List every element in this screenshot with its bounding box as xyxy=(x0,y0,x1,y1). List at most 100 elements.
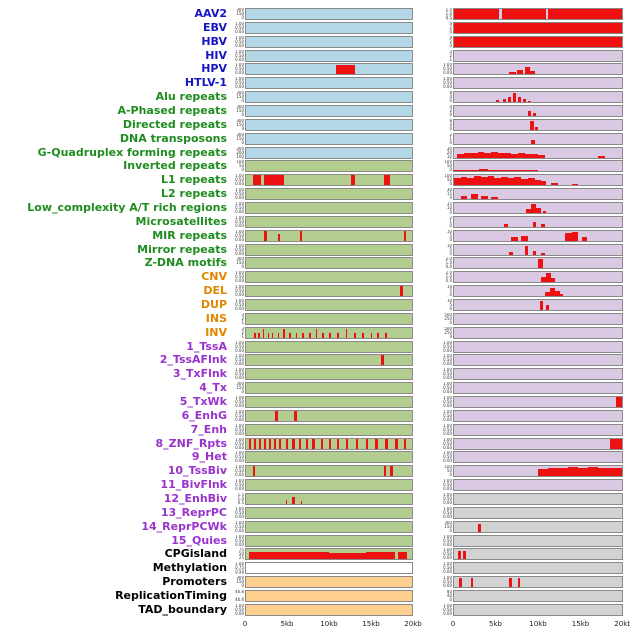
y-tick-label: 0.50 xyxy=(443,343,452,349)
x-tick-label: 20kb xyxy=(614,619,630,628)
y-tick-label: 0 xyxy=(449,250,452,256)
y-tick-label: 0.00 xyxy=(235,430,244,436)
y-tick-label: 1.00 xyxy=(235,451,244,456)
left-track-panel xyxy=(245,548,413,561)
track-row: MIR repeats 1.00 0.50 0.00 10 5 0 xyxy=(0,229,630,243)
data-bar xyxy=(496,100,500,103)
data-bar xyxy=(487,175,495,186)
track-row: Mirror repeats 1.00 0.50 0.00 10 5 0 xyxy=(0,243,630,257)
right-track-panel xyxy=(453,229,623,242)
y-tick-label: 1.00 xyxy=(235,395,244,400)
left-panel-group: 1.00 0.50 0.00 xyxy=(230,62,413,76)
left-track-panel xyxy=(245,63,413,76)
y-axis-ticks: 1.00 0.50 0.00 xyxy=(230,174,245,186)
track-label: CNV xyxy=(201,271,227,284)
right-panel-group: 1.00 0.50 0.00 xyxy=(413,437,623,451)
y-tick-label: 0.50 xyxy=(443,398,452,404)
y-axis-ticks: 1.00 0.50 0.00 xyxy=(230,341,245,353)
data-bar xyxy=(501,176,508,186)
right-panel-group: 1.00 0.50 0.00 xyxy=(413,367,623,381)
y-tick-label: 0.00 xyxy=(443,555,452,561)
data-bar xyxy=(381,355,384,366)
y-tick-label: 4 xyxy=(449,121,452,127)
right-track-panel xyxy=(453,188,623,201)
y-tick-label: 0.00 xyxy=(443,500,452,505)
left-panel-group: 1.00 0.50 0.00 xyxy=(230,367,413,381)
data-bar xyxy=(305,438,308,449)
y-axis-ticks: 1.00 0.50 0.00 xyxy=(230,438,245,450)
y-axis-ticks: 1.00 0.50 0.00 xyxy=(230,507,245,519)
data-bar xyxy=(283,328,285,338)
y-axis-ticks: 100 50 0 xyxy=(413,160,453,172)
left-panel-group: 1.00 0.50 0.00 xyxy=(230,603,413,617)
data-bar xyxy=(454,177,461,186)
y-tick-label: 10 xyxy=(446,298,452,303)
y-tick-label: 4 xyxy=(449,104,452,109)
right-panel-group: 1.00 0.50 0.00 xyxy=(413,548,623,562)
left-panel-group: 1.00 0.50 0.00 xyxy=(230,21,413,35)
data-bar xyxy=(578,467,589,477)
track-row: ReplicationTiming 46.8 46.6 80 40 0 xyxy=(0,589,630,603)
data-bar xyxy=(527,110,532,116)
y-tick-label: 0.50 xyxy=(235,569,244,575)
data-bar xyxy=(512,93,517,103)
left-panel-group: 1.00 0.50 0.00 xyxy=(230,464,413,478)
y-tick-label: 0.00 xyxy=(443,416,452,422)
data-bar xyxy=(480,177,488,186)
left-track-panel xyxy=(245,215,413,228)
y-tick-label: 2 xyxy=(449,52,452,58)
y-tick-label: 0.00 xyxy=(235,361,244,367)
y-tick-label: 150 xyxy=(236,94,244,100)
data-bar xyxy=(337,333,339,338)
y-axis-ticks: 300 150 0 xyxy=(230,119,245,131)
y-tick-label: 0 xyxy=(241,167,244,173)
data-bar xyxy=(470,578,474,588)
y-tick-label: 0.00 xyxy=(235,402,244,408)
track-label: DUP xyxy=(200,298,227,311)
data-bar xyxy=(454,36,622,47)
y-axis-ticks: 1.00 0.50 0.00 xyxy=(230,22,245,34)
y-axis-ticks: 3002001000 xyxy=(230,147,245,159)
data-bar xyxy=(295,333,298,338)
track-row: 2_TssAFlnk 1.00 0.50 0.00 1.00 0.50 0.00 xyxy=(0,353,630,367)
track-row: 4_Tx 300 150 0 1.00 0.50 0.00 xyxy=(0,381,630,395)
y-tick-label: 1.00 xyxy=(235,534,244,539)
right-panel-group: 30 15 0 xyxy=(413,187,623,201)
y-axis-ticks: 1.00 0.50 0.00 xyxy=(230,50,245,62)
y-axis-ticks: 80 40 0 xyxy=(413,590,453,602)
track-row: HPV 1.00 0.50 0.00 1.00 0.50 0.00 xyxy=(0,62,630,76)
data-bar xyxy=(345,438,348,449)
data-bar xyxy=(362,333,364,338)
y-tick-label: 75 xyxy=(238,548,244,553)
data-bar xyxy=(254,438,257,449)
left-panel-group: 1.00 0.50 0.00 xyxy=(230,520,413,534)
data-bar xyxy=(478,523,481,532)
data-bar xyxy=(545,305,549,310)
y-tick-label: 5 xyxy=(449,208,452,214)
track-label: Alu repeats xyxy=(155,91,227,104)
y-tick-label: 300 xyxy=(236,257,244,262)
data-bar xyxy=(538,469,549,477)
y-axis-ticks: 46.8 46.6 xyxy=(230,590,245,602)
y-tick-label: 1.00 xyxy=(235,437,244,442)
y-tick-label: 1.00 xyxy=(443,479,452,484)
data-bar xyxy=(397,552,407,560)
y-axis-ticks: 1.00 0.50 0.00 xyxy=(230,230,245,242)
y-tick-label: 0.00 xyxy=(235,486,244,492)
y-tick-label: 1.00 xyxy=(235,520,244,525)
track-label: Mirror repeats xyxy=(137,243,227,256)
y-axis-ticks: 1.00 0.50 0.00 xyxy=(230,36,245,48)
data-bar xyxy=(512,170,522,172)
track-label: HBV xyxy=(201,35,227,48)
y-tick-label: 500 xyxy=(444,326,452,331)
y-tick-label: 0.00 xyxy=(235,444,244,450)
y-tick-label: 100 xyxy=(444,465,452,470)
track-label: TAD_boundary xyxy=(138,603,227,616)
y-tick-label: 0.50 xyxy=(235,288,244,294)
y-tick-label: 0.50 xyxy=(235,537,244,543)
data-bar xyxy=(320,438,323,449)
track-label: INS xyxy=(205,312,227,325)
track-row: 8_ZNF_Rpts 1.00 0.50 0.00 1.00 0.50 0.00 xyxy=(0,437,630,451)
